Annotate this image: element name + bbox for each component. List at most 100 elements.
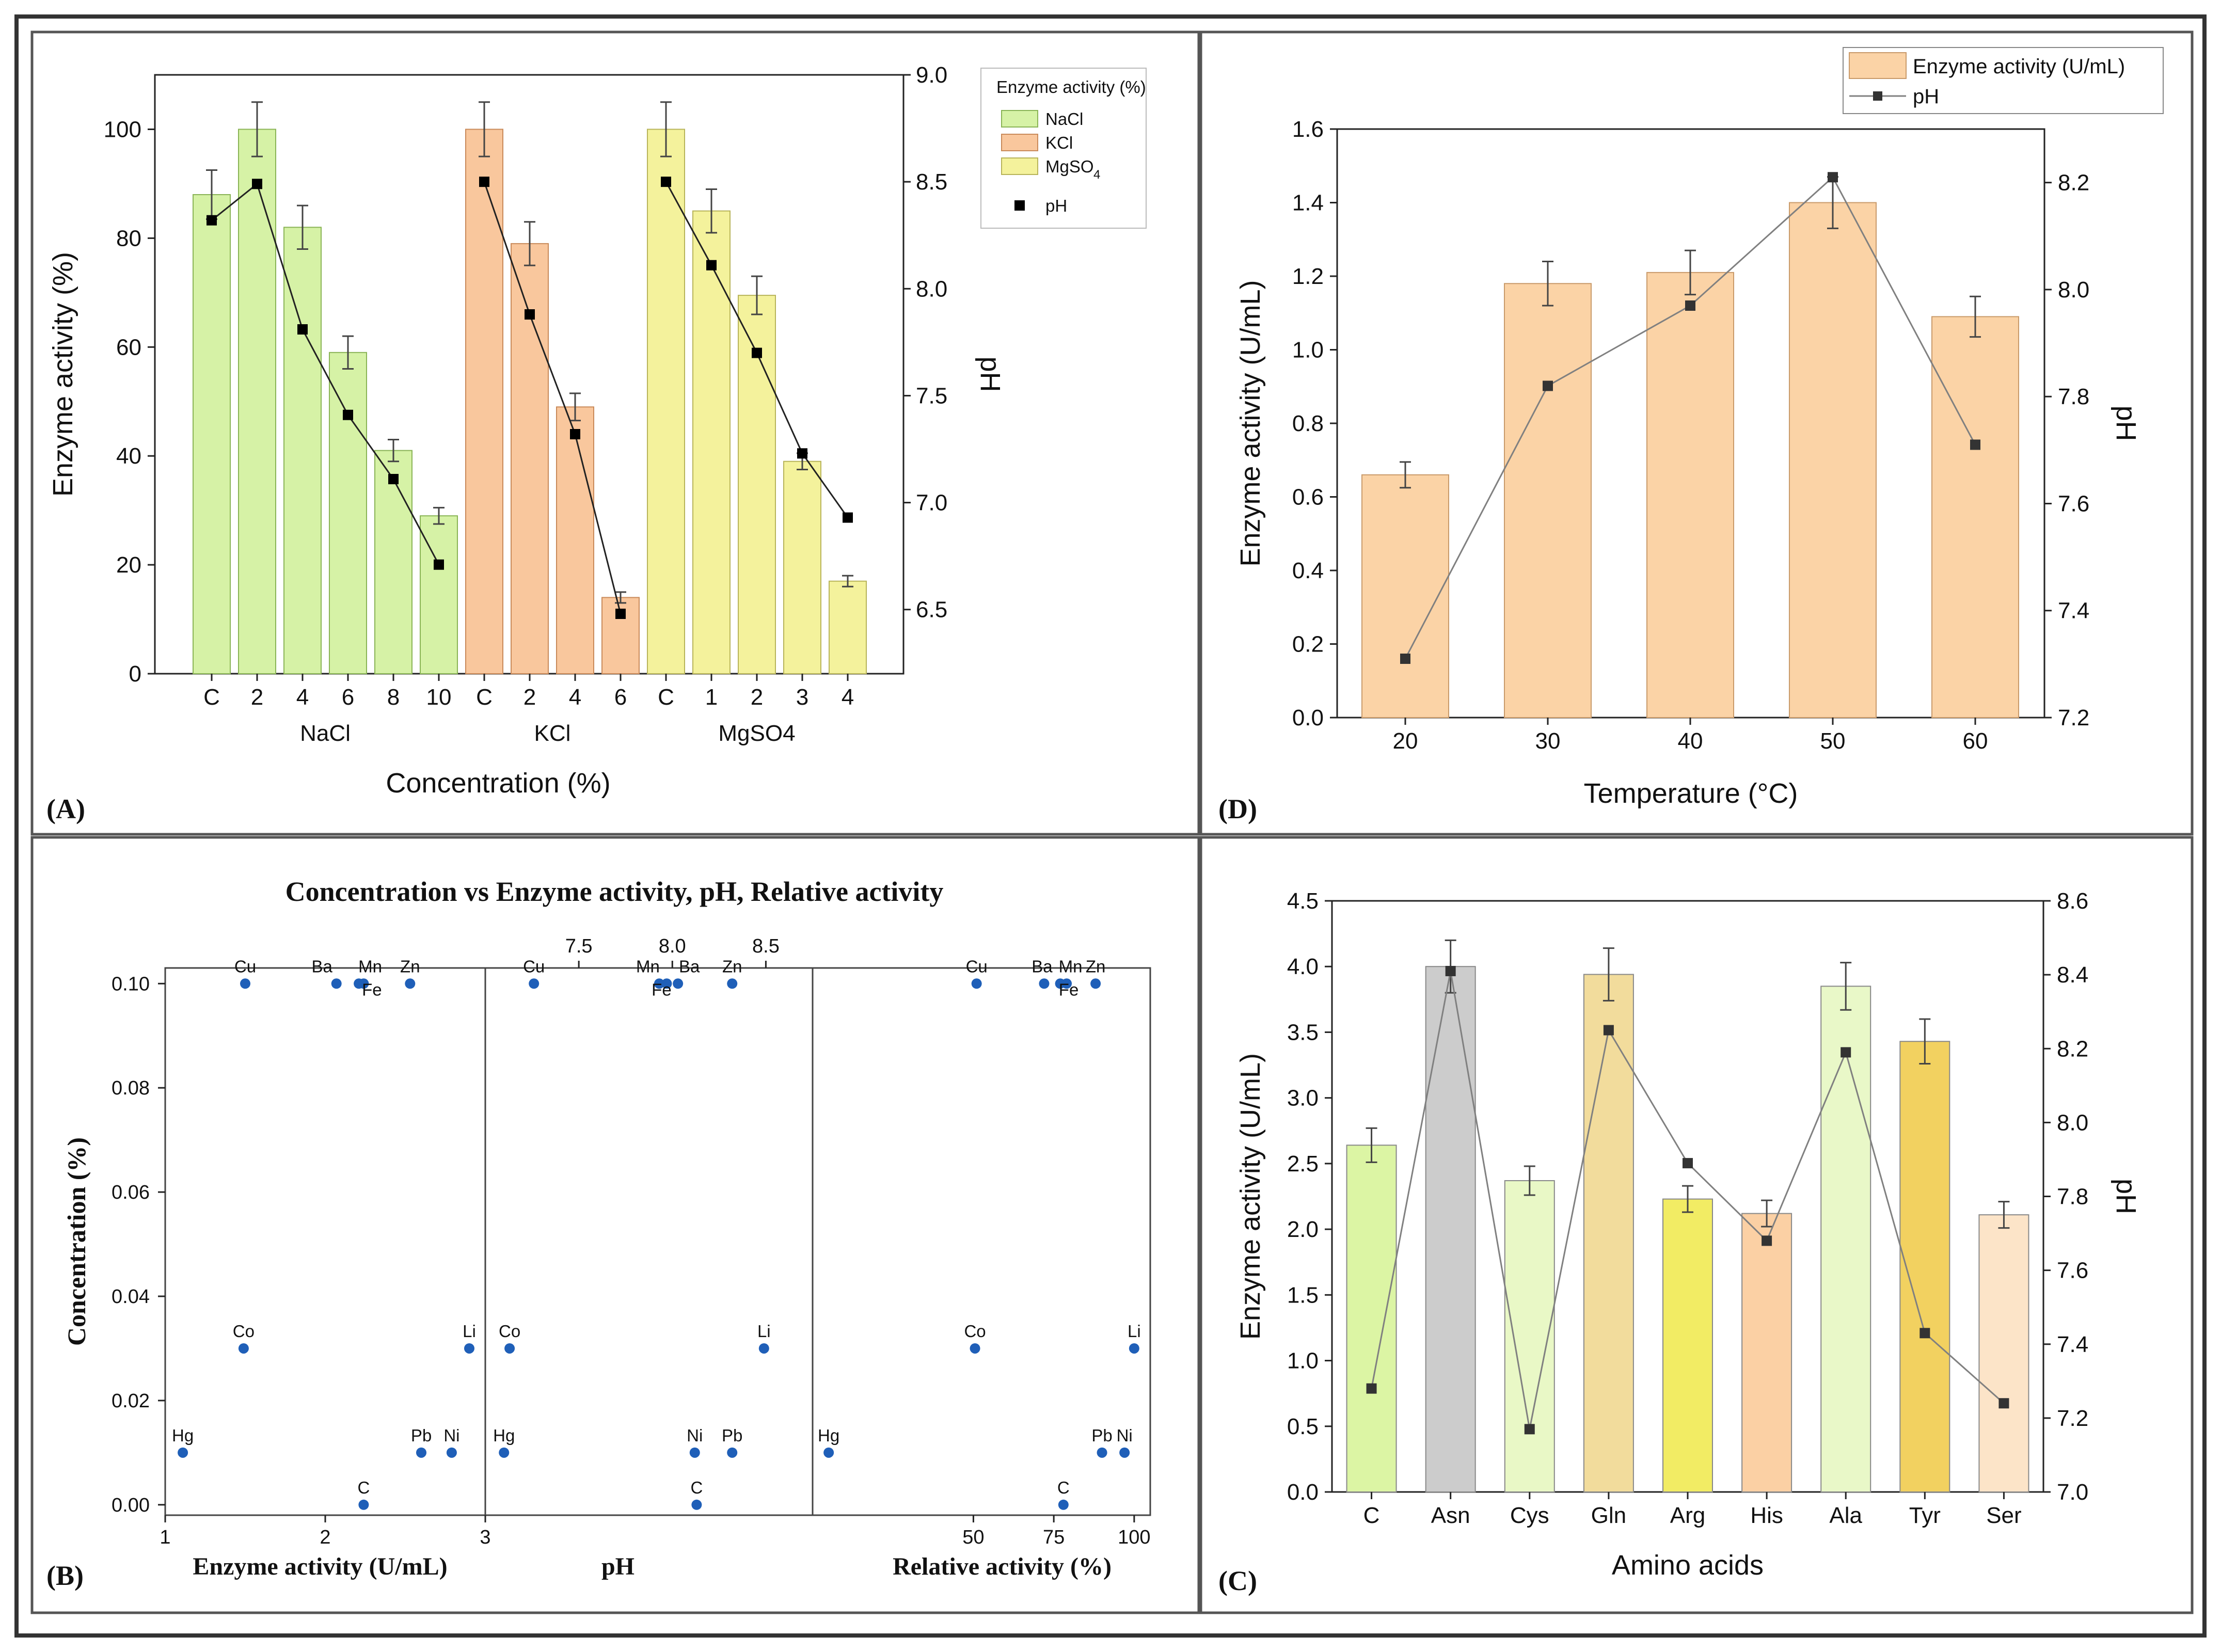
y-tick-label: 60	[116, 335, 141, 360]
x-tick-label: C	[476, 685, 493, 710]
bar-temperature	[1931, 316, 2019, 718]
y-tick-label: 0.2	[1292, 632, 1324, 657]
y2-tick-label: 8.0	[916, 276, 947, 301]
scatter-point-li	[758, 1343, 769, 1354]
point-label: Li	[1128, 1322, 1141, 1341]
y2-tick-label: 7.4	[2058, 598, 2089, 624]
x-tick-label: 6	[342, 685, 354, 710]
x-tick-label: 50	[962, 1527, 984, 1548]
y-tick-label: 0.08	[112, 1077, 150, 1099]
bar-nacl	[283, 227, 322, 675]
y-tick-label: 0.06	[112, 1182, 150, 1203]
scatter-point-pb	[1097, 1447, 1107, 1458]
x-axis-label: Temperature (°C)	[1584, 778, 1798, 809]
legend-label-subscript: 4	[1093, 168, 1100, 182]
ph-marker	[1762, 1235, 1772, 1246]
ph-marker	[1970, 439, 1980, 450]
group-label: MgSO4	[718, 721, 795, 746]
legend-label: MgSO	[1045, 157, 1094, 176]
scatter-point-cu	[971, 978, 982, 989]
y2-tick-label: 8.5	[916, 169, 947, 195]
legend-label: pH	[1913, 85, 1939, 108]
x-tick-label: 2	[251, 685, 263, 710]
y2-tick-label: 7.2	[2057, 1406, 2088, 1431]
ph-marker	[1998, 1398, 2009, 1409]
x-tick-label: Ala	[1829, 1503, 1862, 1528]
y-tick-label: 1.4	[1292, 190, 1324, 216]
scatter-point-ni	[1119, 1447, 1130, 1458]
point-label: Cu	[523, 957, 545, 976]
x-tick-label: 8.5	[752, 935, 780, 957]
point-label: Ni	[1117, 1426, 1133, 1445]
x-tick-label: His	[1750, 1503, 1783, 1528]
bar-mgso4	[783, 460, 821, 675]
y-tick-label: 4.0	[1287, 954, 1319, 979]
y-tick-label: 80	[116, 226, 141, 251]
x-tick-label: 30	[1535, 728, 1561, 754]
plot-area	[164, 967, 1151, 1516]
y2-tick-label: 7.8	[2058, 384, 2089, 409]
panel-label: (D)	[1218, 793, 1257, 824]
point-label: Co	[233, 1322, 255, 1341]
y-tick-label: 0.4	[1292, 558, 1324, 583]
scatter-point-c	[691, 1499, 702, 1510]
point-label: Ba	[679, 957, 700, 976]
point-label: Cu	[966, 957, 988, 976]
scatter-point-co	[238, 1343, 249, 1354]
x-axis-label: Relative activity (%)	[893, 1553, 1112, 1580]
ph-marker	[1400, 654, 1410, 664]
ph-marker	[797, 448, 807, 459]
y-tick-label: 0.00	[112, 1495, 150, 1516]
y-tick-label: 0.10	[112, 973, 150, 995]
y-tick-label: 3.5	[1287, 1020, 1319, 1045]
bar-kcl	[556, 406, 594, 674]
point-label: Co	[964, 1322, 986, 1341]
y2-tick-label: 7.5	[916, 383, 947, 408]
bar-his	[1741, 1213, 1792, 1493]
scatter-point-zn	[727, 978, 738, 989]
scatter-point-zn	[1090, 978, 1101, 989]
x-tick-label: 50	[1820, 728, 1846, 754]
bar-kcl	[511, 243, 549, 674]
outer-frame	[14, 14, 2207, 1638]
panel-d-frame	[1199, 30, 2194, 836]
point-label: Ba	[1032, 957, 1053, 976]
bar-mgso4	[738, 295, 776, 674]
ph-marker	[207, 215, 217, 226]
point-label: Zn	[400, 957, 420, 976]
bar-nacl	[238, 129, 276, 674]
x-tick-label: 60	[1963, 728, 1988, 754]
x-tick-label: 2	[320, 1527, 330, 1548]
x-axis-label: Concentration (%)	[386, 768, 610, 799]
point-label: Mn	[1059, 957, 1083, 976]
x-tick-label: 4	[296, 685, 309, 710]
y2-tick-label: 8.2	[2058, 170, 2089, 196]
point-label: Ba	[312, 957, 333, 976]
ph-marker	[1366, 1383, 1377, 1394]
y-tick-label: 20	[116, 552, 141, 578]
group-label: NaCl	[300, 721, 351, 746]
x-tick-label: 3	[480, 1527, 490, 1548]
point-label: Mn	[636, 957, 660, 976]
y2-tick-label: 7.6	[2057, 1258, 2088, 1283]
y2-tick-label: 8.2	[2057, 1036, 2088, 1061]
y-tick-label: 0.02	[112, 1390, 150, 1412]
x-tick-label: Asn	[1431, 1503, 1470, 1528]
point-label: Pb	[722, 1426, 742, 1445]
point-label: Mn	[358, 957, 382, 976]
point-label: Li	[757, 1322, 771, 1341]
y-tick-label: 2.0	[1287, 1217, 1319, 1242]
x-tick-label: Arg	[1670, 1503, 1705, 1528]
ph-marker	[1445, 965, 1456, 976]
ph-marker	[570, 429, 580, 439]
scatter-point-co	[970, 1343, 980, 1354]
legend-swatch	[1001, 110, 1038, 128]
point-label: Ni	[687, 1426, 703, 1445]
scatter-point-hg	[499, 1447, 510, 1458]
legend-swatch	[1849, 52, 1907, 79]
y-axis-label: Enzyme activity (%)	[47, 252, 78, 497]
x-tick-label: 6	[614, 685, 627, 710]
bar-cys	[1504, 1180, 1555, 1492]
x-tick-label: 7.5	[565, 935, 593, 957]
